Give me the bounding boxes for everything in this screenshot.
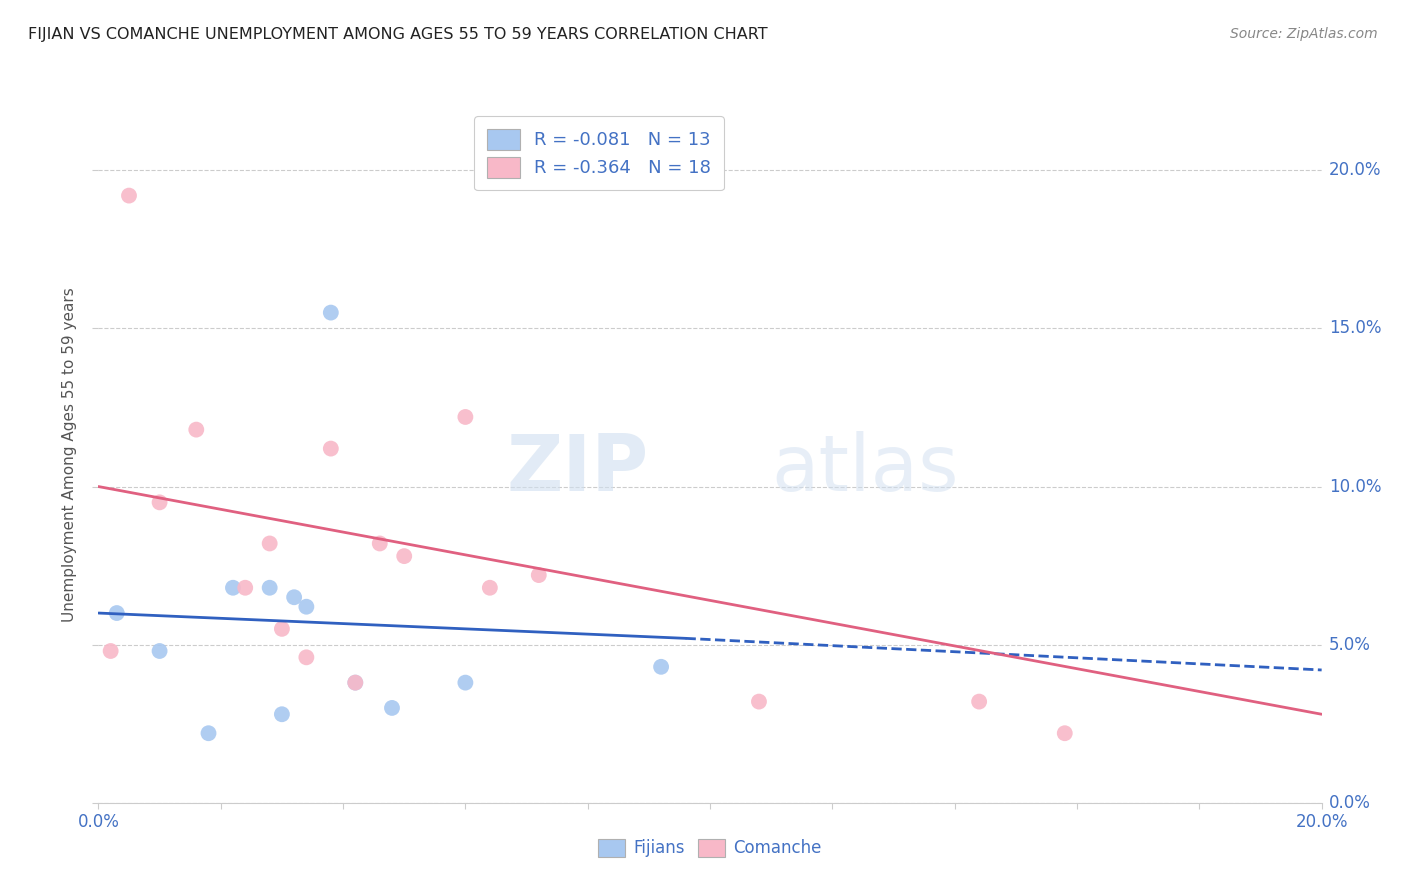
Point (392, 549, 416, 563)
Point (478, 581, 501, 595)
Point (381, 701, 404, 715)
Text: 0.0%: 0.0% (1329, 794, 1371, 812)
Text: 5.0%: 5.0% (1329, 636, 1371, 654)
Point (454, 409, 477, 424)
Point (319, 442, 342, 456)
Point (222, 581, 245, 595)
Point (319, 305, 342, 319)
Point (1053, 726, 1076, 740)
Point (527, 568, 550, 582)
Point (233, 581, 256, 595)
Text: atlas: atlas (772, 431, 959, 507)
Point (149, 495, 172, 509)
Point (748, 695, 770, 709)
Text: FIJIAN VS COMANCHE UNEMPLOYMENT AMONG AGES 55 TO 59 YEARS CORRELATION CHART: FIJIAN VS COMANCHE UNEMPLOYMENT AMONG AG… (28, 27, 768, 42)
Point (149, 644, 172, 658)
Point (283, 591, 305, 605)
Point (118, 188, 141, 202)
Point (295, 650, 318, 665)
Point (344, 675, 367, 690)
Point (197, 726, 219, 740)
Point (650, 660, 672, 674)
Text: ZIP: ZIP (506, 431, 648, 507)
Text: 20.0%: 20.0% (1329, 161, 1381, 179)
Point (344, 675, 367, 690)
Point (259, 581, 281, 595)
Point (454, 675, 477, 690)
Text: 15.0%: 15.0% (1329, 319, 1381, 337)
Legend: Fijians, Comanche: Fijians, Comanche (592, 832, 828, 864)
Y-axis label: Unemployment Among Ages 55 to 59 years: Unemployment Among Ages 55 to 59 years (62, 287, 77, 623)
Point (270, 622, 292, 636)
Text: 10.0%: 10.0% (1329, 477, 1381, 496)
Point (967, 695, 990, 709)
Point (186, 423, 208, 437)
Point (105, 606, 128, 620)
Text: Source: ZipAtlas.com: Source: ZipAtlas.com (1230, 27, 1378, 41)
Point (100, 644, 122, 658)
Point (259, 536, 281, 550)
Point (270, 707, 292, 722)
Point (295, 599, 318, 614)
Point (368, 536, 391, 550)
